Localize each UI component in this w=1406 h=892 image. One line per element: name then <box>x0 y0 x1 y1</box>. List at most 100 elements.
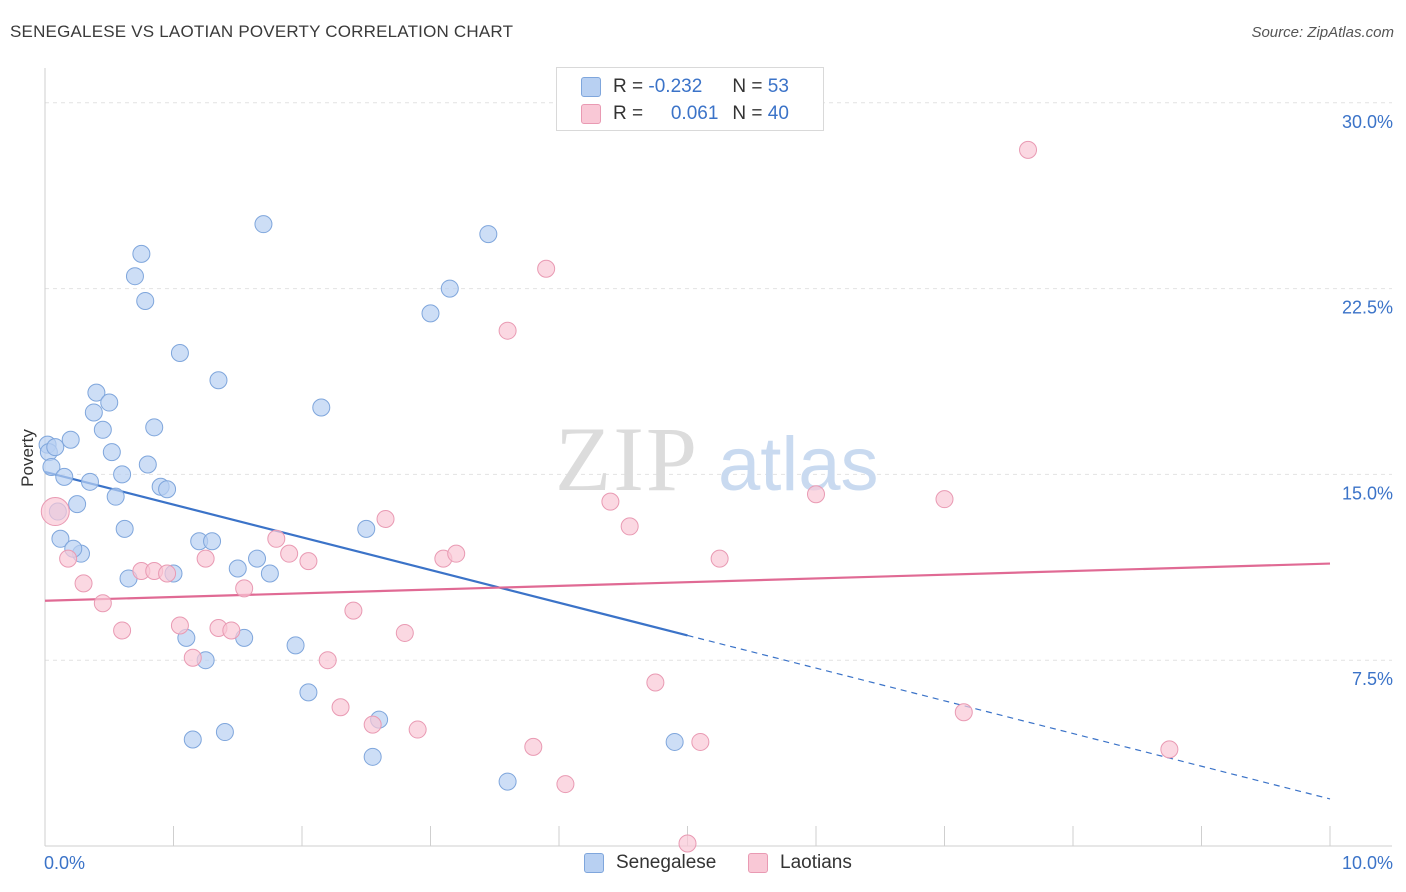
point-laotians-35 <box>710 549 729 568</box>
bottom-legend-senegalese: Senegalese <box>584 852 716 874</box>
y-tick-label-3: 30.0% <box>1342 112 1393 132</box>
tick-labels: 7.5% 15.0% 22.5% 30.0% 0.0% 10.0% <box>44 112 1393 873</box>
point-senegalese-8 <box>80 472 99 491</box>
legend-r-value: 0.061 <box>670 103 719 124</box>
legend-n-value: 40 <box>767 103 789 124</box>
point-laotians-22 <box>395 623 414 642</box>
point-senegalese-13 <box>102 443 121 462</box>
point-senegalese-24 <box>158 480 177 499</box>
legend-n-value: 53 <box>767 76 789 97</box>
point-senegalese-22 <box>145 418 164 437</box>
bottom-legend-swatch-senegalese <box>584 853 604 873</box>
point-laotians-16 <box>299 552 318 571</box>
point-senegalese-52 <box>46 438 65 457</box>
svg-text:atlas: atlas <box>718 422 879 507</box>
point-senegalese-11 <box>93 420 112 439</box>
point-laotians-17 <box>318 651 337 670</box>
data-points <box>38 140 1179 853</box>
point-senegalese-14 <box>106 487 125 506</box>
point-laotians-15 <box>280 544 299 563</box>
source-label: Source: ZipAtlas.com <box>1251 24 1394 41</box>
point-senegalese-39 <box>286 636 305 655</box>
point-laotians-34 <box>691 732 710 751</box>
legend-r-value: -0.232 <box>648 76 703 97</box>
y-tick-label-0: 7.5% <box>1352 669 1393 689</box>
point-laotians-0 <box>40 497 70 527</box>
point-senegalese-28 <box>183 730 202 749</box>
point-senegalese-5 <box>61 430 80 449</box>
point-senegalese-9 <box>84 403 103 422</box>
point-laotians-14 <box>267 529 286 548</box>
point-laotians-extra-0 <box>1160 740 1179 759</box>
point-senegalese-2 <box>42 457 61 476</box>
point-senegalese-6 <box>68 495 87 514</box>
point-senegalese-10 <box>87 383 106 402</box>
point-senegalese-33 <box>215 723 234 742</box>
point-laotians-28 <box>537 259 556 278</box>
point-laotians-10 <box>196 549 215 568</box>
point-laotians-29 <box>556 775 575 794</box>
point-senegalese-40 <box>299 683 318 702</box>
point-senegalese-18 <box>125 267 144 286</box>
point-senegalese-36 <box>248 549 267 568</box>
x-tick-label-1: 10.0% <box>1342 853 1393 873</box>
legend-box: R = -0.232 N = 53 R = 0.061 N = 40 <box>556 67 824 131</box>
point-senegalese-42 <box>357 519 376 538</box>
svg-text:ZIP: ZIP <box>555 408 699 510</box>
x-tick-label-0: 0.0% <box>44 853 85 873</box>
point-laotians-4 <box>113 621 132 640</box>
point-laotians-19 <box>344 601 363 620</box>
bottom-legend-laotians: Laotians <box>748 852 852 874</box>
point-laotians-32 <box>646 673 665 692</box>
trend-lines <box>44 470 1331 800</box>
point-laotians-2 <box>74 574 93 593</box>
point-laotians-25 <box>447 544 466 563</box>
point-senegalese-16 <box>115 519 134 538</box>
chart-title: SENEGALESE VS LAOTIAN POVERTY CORRELATIO… <box>10 22 514 41</box>
point-laotians-33 <box>678 834 697 853</box>
legend-r-label: R = <box>613 103 644 124</box>
point-senegalese-48 <box>498 772 517 791</box>
point-senegalese-20 <box>136 291 155 310</box>
legend-swatch-senegalese <box>581 77 601 97</box>
point-senegalese-34 <box>228 559 247 578</box>
legend-n-label: N = <box>732 103 763 124</box>
point-laotians-36 <box>807 485 825 504</box>
point-laotians-12 <box>222 621 241 640</box>
point-laotians-1 <box>59 549 78 568</box>
point-senegalese-19 <box>132 244 151 263</box>
point-senegalese-49 <box>665 732 684 751</box>
point-senegalese-31 <box>203 532 222 551</box>
point-senegalese-37 <box>254 215 273 234</box>
point-senegalese-32 <box>209 371 228 390</box>
point-laotians-31 <box>620 517 639 536</box>
y-tick-label-2: 22.5% <box>1342 298 1393 318</box>
bottom-legend-label-laotians: Laotians <box>780 852 852 873</box>
y-tick-label-1: 15.0% <box>1342 483 1393 503</box>
point-senegalese-47 <box>479 225 498 244</box>
trend-line-laotians <box>44 562 1331 602</box>
point-laotians-18 <box>331 698 350 717</box>
point-laotians-9 <box>183 648 202 667</box>
point-senegalese-4 <box>55 467 74 486</box>
point-senegalese-50 <box>51 529 70 548</box>
point-senegalese-26 <box>170 343 189 362</box>
point-laotians-8 <box>170 616 189 635</box>
point-senegalese-45 <box>421 304 440 323</box>
point-laotians-37 <box>935 490 954 509</box>
trend-line-dashed-senegalese <box>687 634 1331 800</box>
point-laotians-30 <box>601 492 620 511</box>
point-laotians-23 <box>408 720 427 739</box>
point-laotians-21 <box>376 509 395 528</box>
grid-lines <box>45 102 1392 661</box>
point-laotians-13 <box>235 579 254 598</box>
legend-n-label: N = <box>732 76 763 97</box>
y-axis-label: Poverty <box>18 429 37 487</box>
point-senegalese-43 <box>363 747 382 766</box>
bottom-legend-label-senegalese: Senegalese <box>616 852 717 873</box>
point-laotians-3 <box>93 594 112 613</box>
legend-row-laotians: R = 0.061 N = 40 <box>581 101 789 127</box>
point-senegalese-38 <box>260 564 279 583</box>
point-laotians-38 <box>954 703 973 722</box>
